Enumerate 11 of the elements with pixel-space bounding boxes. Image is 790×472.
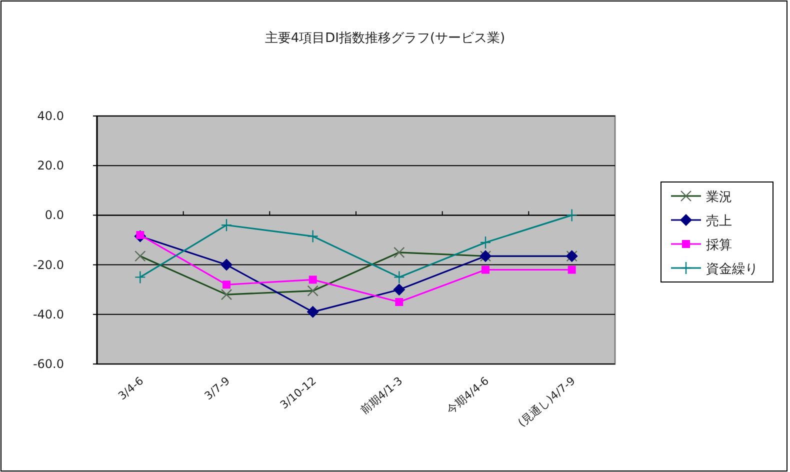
y-tick-label: 40.0 bbox=[37, 109, 64, 123]
chart-title: 主要4項目DI指数推移グラフ(サービス業) bbox=[264, 30, 506, 46]
y-tick-label: -40.0 bbox=[32, 307, 64, 322]
legend-label: 売上 bbox=[706, 214, 732, 229]
legend-label: 業況 bbox=[706, 190, 732, 205]
legend-label: 資金繰り bbox=[706, 262, 758, 277]
y-tick-label: -20.0 bbox=[32, 258, 64, 272]
y-tick-label: -60.0 bbox=[32, 357, 64, 371]
y-tick-label: 20.0 bbox=[37, 158, 64, 173]
legend-label: 採算 bbox=[706, 238, 732, 253]
y-tick-label: 0.0 bbox=[44, 208, 64, 222]
